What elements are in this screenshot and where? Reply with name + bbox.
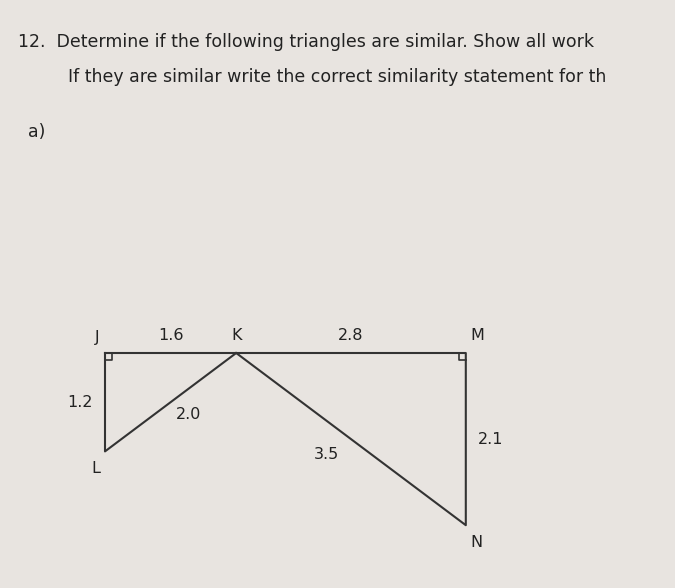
- Text: 12.  Determine if the following triangles are similar. Show all work: 12. Determine if the following triangles…: [18, 33, 594, 51]
- Text: J: J: [95, 330, 100, 345]
- Text: M: M: [470, 328, 485, 343]
- Text: 2.1: 2.1: [478, 432, 504, 447]
- Text: L: L: [91, 462, 100, 476]
- Text: 2.0: 2.0: [176, 407, 201, 422]
- Text: a): a): [28, 123, 45, 141]
- Text: N: N: [470, 535, 483, 550]
- Text: 2.8: 2.8: [338, 328, 364, 343]
- Text: If they are similar write the correct similarity statement for th: If they are similar write the correct si…: [35, 68, 606, 86]
- Text: 1.2: 1.2: [68, 395, 93, 410]
- Text: 3.5: 3.5: [314, 447, 339, 462]
- Text: 1.6: 1.6: [158, 328, 184, 343]
- Text: K: K: [231, 328, 242, 343]
